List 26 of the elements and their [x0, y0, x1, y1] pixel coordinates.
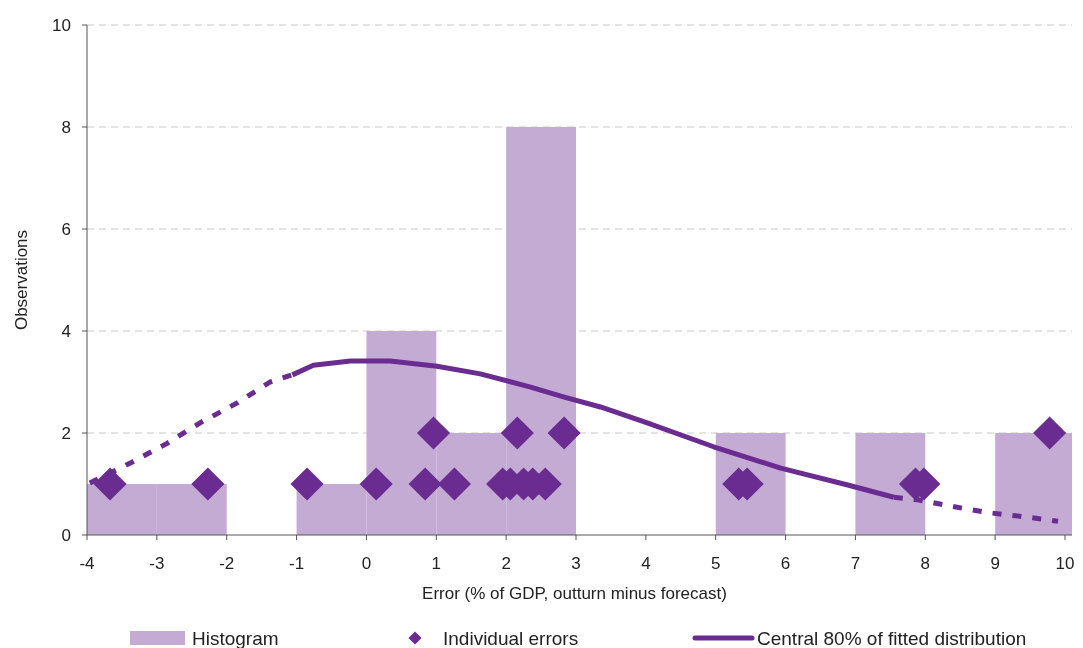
legend-label: Histogram — [192, 627, 279, 648]
x-tick-label: 10 — [1055, 554, 1075, 573]
x-tick-label: -2 — [219, 554, 235, 573]
x-tick-label: 8 — [920, 554, 931, 573]
x-tick-label: 6 — [780, 554, 791, 573]
y-tick-label: 6 — [61, 219, 71, 239]
y-tick-label: 0 — [61, 525, 71, 545]
y-tick-label: 2 — [61, 423, 71, 443]
x-axis-title: Error (% of GDP, outturn minus forecast) — [422, 584, 727, 603]
y-tick-label: 10 — [52, 15, 71, 35]
x-tick-label: -4 — [79, 554, 95, 573]
x-tick-label: 7 — [850, 554, 861, 573]
x-tick-label: 0 — [361, 554, 372, 573]
x-tick-label: -1 — [289, 554, 305, 573]
legend-label: Individual errors — [443, 627, 579, 648]
x-tick-label: 5 — [710, 554, 721, 573]
y-axis-title: Observations — [12, 229, 31, 331]
x-tick-label: 1 — [431, 554, 442, 573]
x-tick-label: 2 — [501, 554, 511, 573]
legend-label: Central 80% of fitted distribution — [757, 627, 1027, 648]
y-tick-label: 4 — [61, 321, 71, 341]
x-tick-label: -3 — [149, 554, 165, 573]
x-tick-label: 4 — [641, 554, 651, 573]
y-tick-label: 8 — [61, 117, 71, 137]
x-tick-label: 3 — [571, 554, 581, 573]
x-tick-label: 9 — [990, 554, 1000, 573]
